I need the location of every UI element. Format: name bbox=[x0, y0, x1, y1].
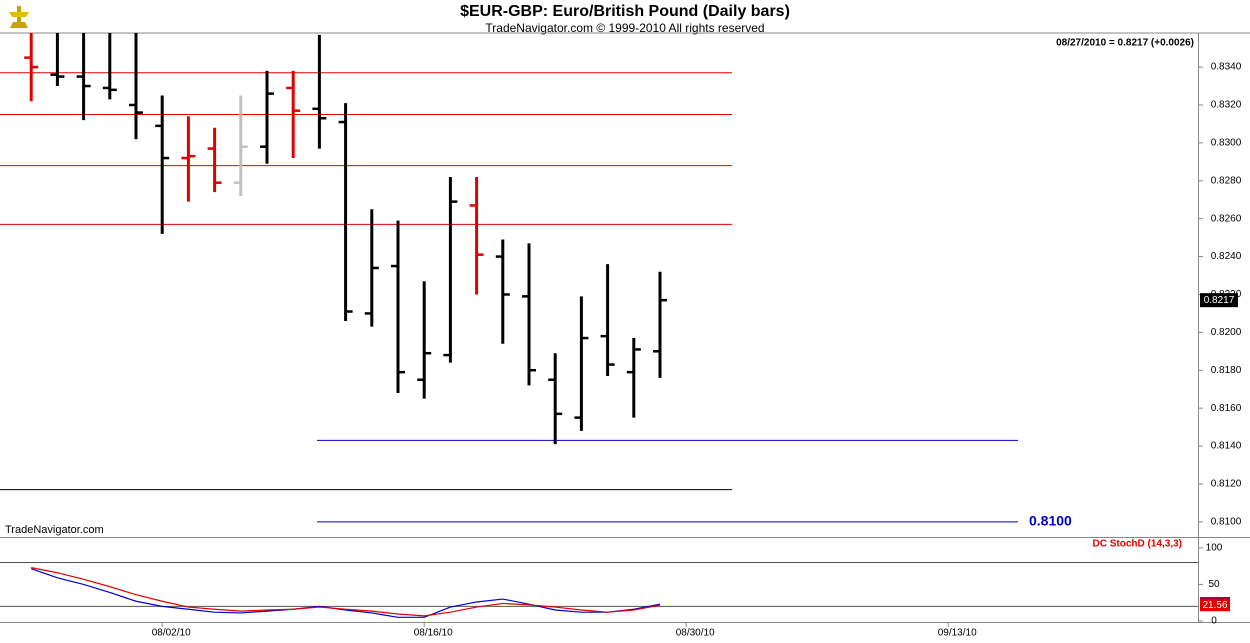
y-tick-label: 100 bbox=[1206, 543, 1223, 554]
chart-title: $EUR-GBP: Euro/British Pound (Daily bars… bbox=[460, 3, 790, 20]
indicator-line bbox=[31, 567, 661, 617]
logo bbox=[9, 6, 29, 28]
y-tick-label: 0.8140 bbox=[1211, 441, 1242, 452]
x-tick-label: 09/13/10 bbox=[938, 628, 977, 639]
y-tick-label: 0.8100 bbox=[1211, 516, 1242, 527]
x-tick-label: 08/02/10 bbox=[152, 628, 191, 639]
y-tick-label: 0.8120 bbox=[1211, 479, 1242, 490]
quote: 08/27/2010 = 0.8217 (+0.0026) bbox=[1056, 38, 1194, 49]
x-tick-label: 08/16/10 bbox=[414, 628, 453, 639]
chart-subtitle: TradeNavigator.com © 1999-2010 All right… bbox=[485, 21, 764, 35]
y-tick-label: 0.8200 bbox=[1211, 327, 1242, 338]
y-tick-label: 0.8160 bbox=[1211, 403, 1242, 414]
y-tick-label: 50 bbox=[1208, 579, 1220, 590]
y-tick-label: 0 bbox=[1211, 616, 1217, 627]
y-tick-label: 0.8300 bbox=[1211, 138, 1242, 149]
y-tick-label: 0.8320 bbox=[1211, 100, 1242, 111]
last-price-label: 0.8217 bbox=[1204, 295, 1235, 306]
indicator-plot bbox=[0, 561, 1198, 618]
last-value-label: 21.56 bbox=[1202, 600, 1227, 611]
last-value-box bbox=[1200, 598, 1230, 612]
y-tick-label: 0.8180 bbox=[1211, 365, 1242, 376]
watermark: TradeNavigator.com bbox=[5, 524, 104, 536]
y-tick-label: 0.8240 bbox=[1211, 251, 1242, 262]
x-tick-label: 08/30/10 bbox=[676, 628, 715, 639]
y-tick-label: 0.8280 bbox=[1211, 175, 1242, 186]
y-tick-label: 0.8340 bbox=[1211, 62, 1242, 73]
last-price-box bbox=[1200, 293, 1238, 308]
indicator-title: DC StochD (14,3,3) bbox=[1093, 539, 1182, 550]
indicator-line bbox=[31, 568, 661, 618]
price-plot bbox=[0, 33, 1018, 523]
level-label: 0.8100 bbox=[1029, 513, 1072, 529]
y-tick-label: 0.8260 bbox=[1211, 213, 1242, 224]
